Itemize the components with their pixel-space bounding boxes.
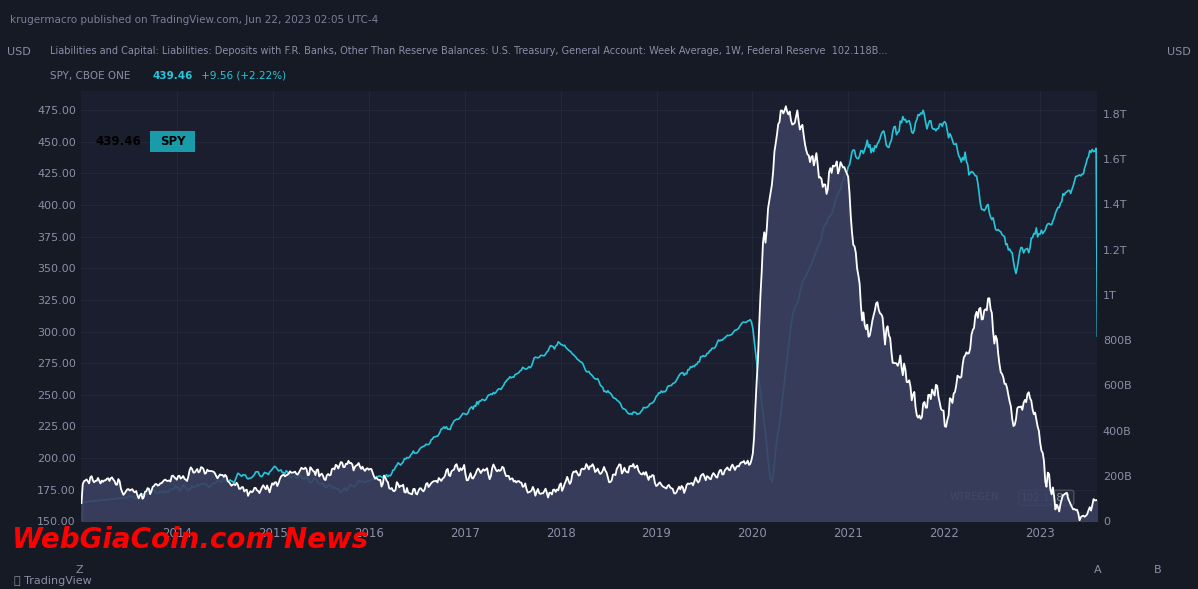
Text: Z: Z <box>75 565 83 575</box>
Text: 439.46: 439.46 <box>95 135 140 148</box>
Text: WebGiaCoin.com News: WebGiaCoin.com News <box>12 525 368 554</box>
Text: 102.118B: 102.118B <box>1021 493 1071 503</box>
Text: WTREGEN: WTREGEN <box>950 492 999 502</box>
Text: +9.56 (+2.22%): +9.56 (+2.22%) <box>198 71 286 81</box>
Text: 439.46: 439.46 <box>152 71 193 81</box>
Bar <box>150 131 195 153</box>
Text: SPY, CBOE ONE: SPY, CBOE ONE <box>50 71 138 81</box>
Text: SPY: SPY <box>159 135 186 148</box>
Text: USD: USD <box>7 47 31 57</box>
Text: 📈 TradingView: 📈 TradingView <box>14 576 92 586</box>
Text: USD: USD <box>1167 47 1191 57</box>
Text: B: B <box>1154 565 1161 575</box>
Text: krugermacro published on TradingView.com, Jun 22, 2023 02:05 UTC-4: krugermacro published on TradingView.com… <box>10 15 377 25</box>
Text: Liabilities and Capital: Liabilities: Deposits with F.R. Banks, Other Than Reser: Liabilities and Capital: Liabilities: De… <box>50 46 888 56</box>
Text: A: A <box>1094 565 1101 575</box>
